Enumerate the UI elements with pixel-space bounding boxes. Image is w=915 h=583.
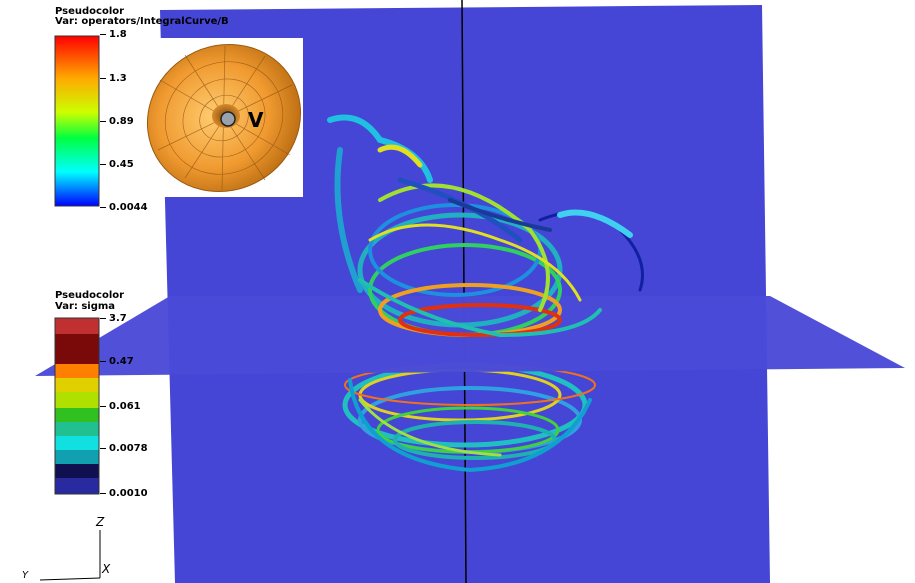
legend-top-title: Pseudocolor (55, 6, 125, 17)
axis-triad (39, 530, 101, 581)
legend-top-tick: 0.45 (100, 159, 134, 170)
legend-bottom-tick: 0.061 (100, 401, 141, 412)
streamlines-upper (327, 114, 644, 338)
legend-bottom-tick: 3.7 (100, 313, 127, 324)
inset-label: V (248, 108, 264, 132)
legend-bottom-tick: 0.0010 (100, 488, 148, 499)
colorbar-top (54, 35, 100, 207)
axis-label-x: X (102, 562, 111, 576)
legend-bottom-var: Var: sigma (55, 301, 116, 312)
legend-bottom-tick: 0.47 (100, 356, 134, 367)
legend-top-var: Var: operators/IntegralCurve/B (55, 16, 229, 27)
legend-bottom-tick: 0.0078 (100, 443, 148, 454)
colorbar-bottom (54, 317, 100, 495)
vertical-axis-line (461, 0, 467, 583)
legend-top-tick: 1.3 (100, 73, 127, 84)
legend-top-tick: 0.0044 (100, 202, 148, 213)
axis-label-y: Y (22, 570, 29, 581)
axis-label-z: Z (96, 515, 105, 529)
legend-bottom-title: Pseudocolor (55, 290, 125, 301)
view-point-marker (220, 111, 236, 127)
legend-top-tick: 0.89 (100, 116, 134, 127)
legend-top-tick: 1.8 (100, 29, 127, 40)
